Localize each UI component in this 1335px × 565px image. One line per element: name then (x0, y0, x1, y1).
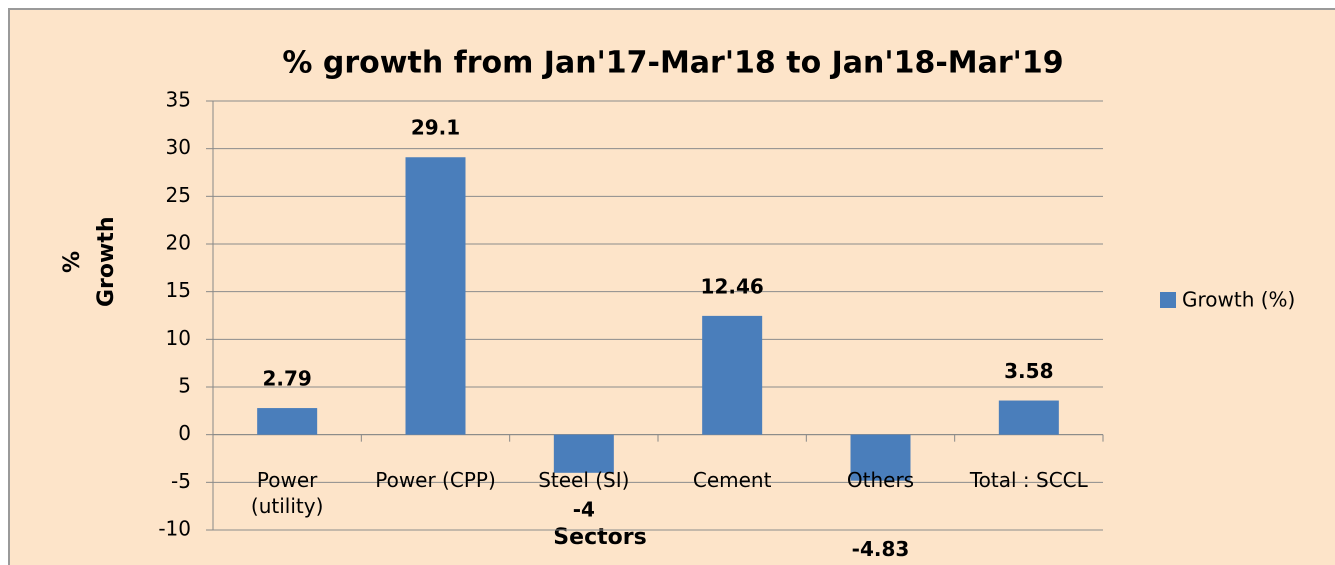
y-tick-label: 0 (178, 421, 191, 445)
data-label: 3.58 (1004, 359, 1053, 383)
data-label: 2.79 (262, 367, 311, 391)
y-tick-label: 15 (166, 278, 191, 302)
legend-swatch (1160, 292, 1176, 308)
x-tick-label: Steel (SI) (538, 467, 630, 492)
x-tick-label: Cement (692, 467, 772, 492)
bar (850, 434, 911, 481)
y-tick-label: 5 (178, 374, 191, 398)
y-tick-label: 20 (166, 231, 191, 255)
x-axis-label: Sectors (553, 525, 646, 550)
legend-label: Growth (%) (1182, 288, 1295, 312)
bar (257, 408, 318, 435)
bar (553, 434, 614, 473)
bar (405, 157, 466, 435)
x-tick-label: Power (utility) (250, 467, 324, 518)
bar (998, 400, 1059, 435)
y-axis-label: % Growth (60, 216, 119, 307)
y-tick-label: 35 (166, 88, 191, 112)
chart-title: % growth from Jan'17-Mar'18 to Jan'18-Ma… (282, 46, 1063, 81)
data-label: -4.83 (852, 537, 910, 561)
y-tick-label: 30 (166, 135, 191, 159)
y-tick-label: 25 (166, 183, 191, 207)
bar (702, 315, 763, 435)
data-label: 29.1 (411, 116, 460, 140)
y-tick-label: -5 (171, 469, 191, 493)
data-label: -4 (573, 497, 595, 521)
x-tick-label: Total : SCCL (969, 467, 1088, 492)
x-tick-label: Power (CPP) (375, 467, 496, 492)
y-tick-label: -10 (158, 517, 191, 541)
y-tick-label: 10 (166, 326, 191, 350)
x-tick-label: Others (846, 467, 915, 492)
data-label: 12.46 (701, 274, 764, 298)
